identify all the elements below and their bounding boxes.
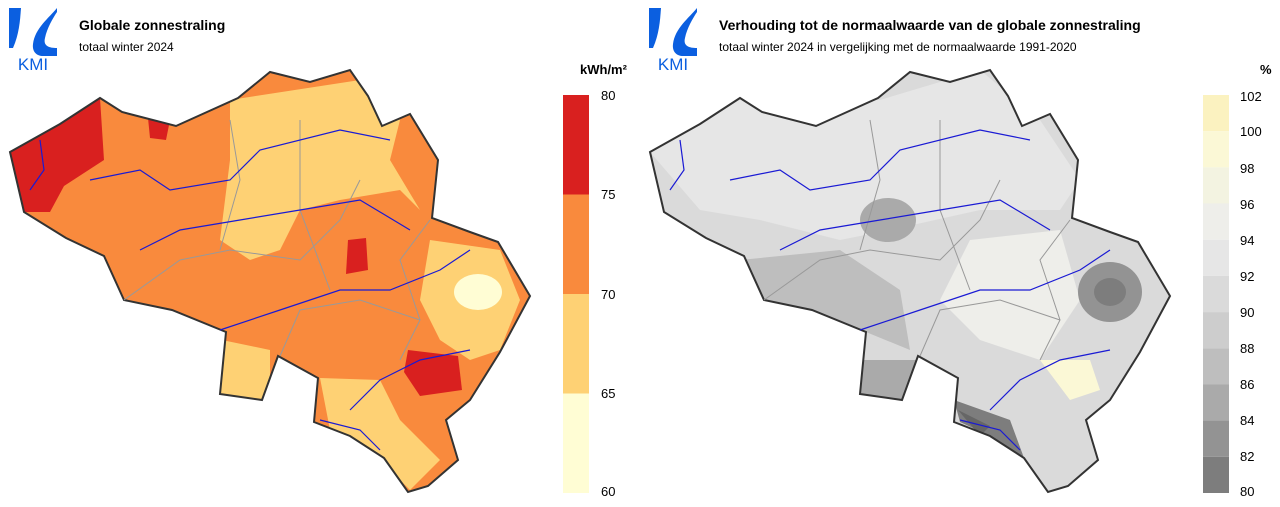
kmi-logo-icon: KMI xyxy=(9,8,57,72)
map-subtitle: totaal winter 2024 in vergelijking met d… xyxy=(719,40,1077,54)
legend-swatch xyxy=(1203,420,1229,457)
belgium-ratio-map xyxy=(648,68,1172,494)
legend-tick: 102 xyxy=(1240,89,1262,104)
map-title: Verhouding tot de normaalwaarde van de g… xyxy=(719,17,1141,33)
legend-swatch xyxy=(1203,312,1229,349)
legend-color-bar xyxy=(1203,95,1229,493)
legend-unit: % xyxy=(1260,62,1272,77)
legend-swatch xyxy=(563,194,589,294)
legend-tick: 75 xyxy=(601,187,616,202)
legend-swatch xyxy=(1203,203,1229,240)
legend-swatch xyxy=(563,393,589,493)
kmi-logo-icon: KMI xyxy=(649,8,697,72)
legend-tick: 82 xyxy=(1240,449,1255,464)
legend-tick: 92 xyxy=(1240,269,1255,284)
legend-tick: 90 xyxy=(1240,305,1255,320)
legend-tick: 96 xyxy=(1240,197,1255,212)
legend-swatch xyxy=(1203,95,1229,132)
legend-color-bar xyxy=(563,95,589,493)
legend-swatch xyxy=(563,294,589,394)
legend-swatch xyxy=(1203,384,1229,421)
radiation-panel: KMI Globale zonnestraling totaal winter … xyxy=(8,8,627,499)
legend-tick: 60 xyxy=(601,484,616,499)
legend-tick: 70 xyxy=(601,287,616,302)
legend-swatch xyxy=(1203,239,1229,276)
legend-tick: 84 xyxy=(1240,413,1255,428)
legend-swatch xyxy=(1203,131,1229,168)
legend-tick: 94 xyxy=(1240,233,1255,248)
svg-text:KMI: KMI xyxy=(18,55,48,72)
legend-tick: 100 xyxy=(1240,124,1262,139)
map-subtitle: totaal winter 2024 xyxy=(79,40,174,54)
legend-unit: kWh/m² xyxy=(580,62,627,77)
legend-swatch xyxy=(1203,456,1229,493)
legend-tick: 80 xyxy=(1240,484,1255,499)
svg-text:KMI: KMI xyxy=(658,55,688,72)
legend-swatch xyxy=(1203,348,1229,385)
legend-swatch xyxy=(563,95,589,195)
legend-tick: 88 xyxy=(1240,341,1255,356)
map-title: Globale zonnestraling xyxy=(79,17,226,33)
legend-tick: 98 xyxy=(1240,161,1255,176)
legend-swatch xyxy=(1203,167,1229,204)
legend-tick: 86 xyxy=(1240,377,1255,392)
belgium-radiation-map xyxy=(8,68,532,494)
legend-tick: 80 xyxy=(601,88,616,103)
legend-swatch xyxy=(1203,275,1229,313)
legend-tick: 65 xyxy=(601,386,616,401)
ratio-panel: KMI Verhouding tot de normaalwaarde van … xyxy=(640,0,1280,507)
